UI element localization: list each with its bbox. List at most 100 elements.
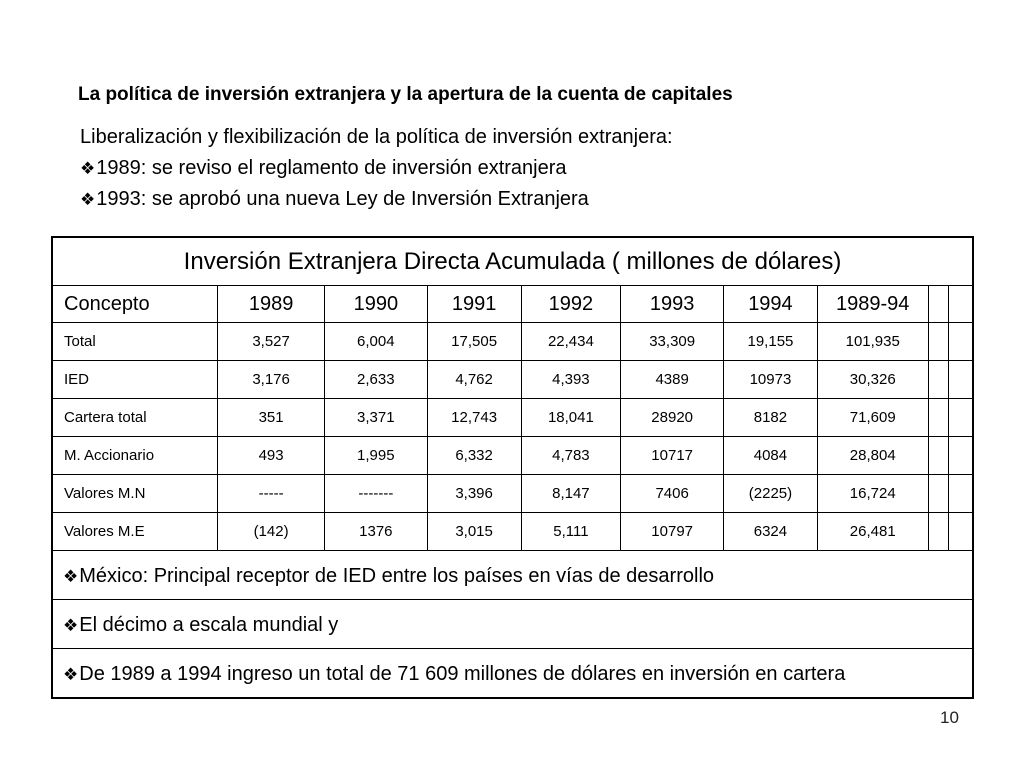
table-cell: 3,371 [323, 398, 428, 437]
table-cell: ------- [323, 474, 428, 513]
empty-cell [947, 322, 974, 361]
column-header: 1989-94 [816, 285, 929, 323]
table-cell: 6,004 [323, 322, 428, 361]
table-row: Total 3,527 6,004 17,505 22,434 33,309 19,155 1… [51, 322, 974, 361]
page-number: 10 [940, 708, 959, 727]
table-cell: 4,393 [520, 360, 622, 399]
row-label: Cartera total [51, 398, 219, 437]
diamond-bullet-icon: ❖ [63, 664, 79, 684]
column-header: Concepto [51, 285, 219, 323]
table-cell: 18,041 [520, 398, 622, 437]
empty-cell [947, 512, 974, 551]
note-text: El décimo a escala mundial y [79, 613, 339, 636]
table-cell: 10797 [620, 512, 725, 551]
table-cell: 8,147 [520, 474, 622, 513]
table-cell: 10973 [723, 360, 818, 399]
table-cell: 4,783 [520, 436, 622, 475]
table-cell: 4389 [620, 360, 725, 399]
intro-bullet-text: 1989: se reviso el reglamento de inversi… [96, 156, 567, 179]
row-label: Valores M.N [51, 474, 219, 513]
table-row: Cartera total 351 3,371 12,743 18,041 28920 81… [51, 398, 974, 437]
table-cell: (142) [217, 512, 325, 551]
column-header: 1993 [620, 285, 725, 323]
table-row: Valores M.N ----- ------- 3,396 8,147 7406 (22… [51, 474, 974, 513]
table-cell: 6324 [723, 512, 818, 551]
row-label: Valores M.E [51, 512, 219, 551]
row-label: IED [51, 360, 219, 399]
empty-cell [927, 436, 949, 475]
empty-cell [927, 474, 949, 513]
slide-title: La política de inversión extranjera y la… [78, 84, 733, 105]
diamond-bullet-icon: ❖ [63, 566, 79, 586]
table-cell: 28,804 [816, 436, 929, 475]
empty-cell [947, 436, 974, 475]
empty-cell [927, 285, 949, 323]
table-cell: 17,505 [426, 322, 522, 361]
diamond-bullet-icon: ❖ [63, 615, 79, 635]
table-row: M. Accionario 493 1,995 6,332 4,783 10717 4084… [51, 436, 974, 475]
empty-cell [947, 474, 974, 513]
table-cell: 5,111 [520, 512, 622, 551]
table-cell: 3,396 [426, 474, 522, 513]
column-header: 1992 [520, 285, 622, 323]
column-header: 1991 [426, 285, 522, 323]
table-note: ❖De 1989 a 1994 ingreso un total de 71 6… [51, 648, 974, 699]
empty-cell [947, 360, 974, 399]
empty-cell [927, 322, 949, 361]
table-cell: 351 [217, 398, 325, 437]
column-header: 1994 [723, 285, 818, 323]
table-cell: 493 [217, 436, 325, 475]
table-cell: 28920 [620, 398, 725, 437]
intro-bullet-2: ❖1993: se aprobó una nueva Ley de Invers… [80, 184, 673, 216]
table-cell: 71,609 [816, 398, 929, 437]
table-cell: 7406 [620, 474, 725, 513]
note-text: México: Principal receptor de IED entre … [79, 564, 715, 587]
intro-lead: Liberalización y flexibilización de la p… [80, 126, 673, 148]
empty-cell [927, 360, 949, 399]
table-note: ❖México: Principal receptor de IED entre… [51, 550, 974, 600]
table-cell: ----- [217, 474, 325, 513]
row-label: Total [51, 322, 219, 361]
table-caption: Inversión Extranjera Directa Acumulada (… [51, 236, 974, 286]
empty-cell [947, 285, 974, 323]
table-note: ❖El décimo a escala mundial y [51, 599, 974, 649]
empty-cell [927, 512, 949, 551]
table-cell: 2,633 [323, 360, 428, 399]
investment-table: Inversión Extranjera Directa Acumulada (… [51, 236, 974, 699]
table-cell: 101,935 [816, 322, 929, 361]
table-cell: 19,155 [723, 322, 818, 361]
table-cell: 33,309 [620, 322, 725, 361]
table-cell: 1,995 [323, 436, 428, 475]
note-row: ❖De 1989 a 1994 ingreso un total de 71 6… [51, 648, 974, 699]
note-text: De 1989 a 1994 ingreso un total de 71 60… [79, 662, 846, 685]
table-cell: 4084 [723, 436, 818, 475]
table-cell: (2225) [723, 474, 818, 513]
table-header-row: Concepto 1989 1990 1991 1992 1993 1994 1… [51, 285, 974, 323]
empty-cell [927, 398, 949, 437]
table-cell: 4,762 [426, 360, 522, 399]
note-row: ❖El décimo a escala mundial y [51, 599, 974, 649]
diamond-bullet-icon: ❖ [80, 158, 96, 178]
table-cell: 16,724 [816, 474, 929, 513]
intro-bullet-text: 1993: se aprobó una nueva Ley de Inversi… [96, 188, 589, 210]
table-cell: 3,015 [426, 512, 522, 551]
table-cell: 10717 [620, 436, 725, 475]
row-label: M. Accionario [51, 436, 219, 475]
table-cell: 12,743 [426, 398, 522, 437]
note-row: ❖México: Principal receptor de IED entre… [51, 550, 974, 600]
column-header: 1989 [217, 285, 325, 323]
table-cell: 3,527 [217, 322, 325, 361]
diamond-bullet-icon: ❖ [80, 190, 96, 209]
table-cell: 1376 [323, 512, 428, 551]
intro-block: Liberalización y flexibilización de la p… [80, 122, 673, 216]
table-row: IED 3,176 2,633 4,762 4,393 4389 10973 30,326 [51, 360, 974, 399]
table-cell: 8182 [723, 398, 818, 437]
table-row: Valores M.E (142) 1376 3,015 5,111 10797 6324 2… [51, 512, 974, 551]
empty-cell [947, 398, 974, 437]
table-cell: 30,326 [816, 360, 929, 399]
table-cell: 22,434 [520, 322, 622, 361]
intro-bullet-1: ❖1989: se reviso el reglamento de invers… [80, 153, 673, 185]
table-cell: 26,481 [816, 512, 929, 551]
column-header: 1990 [323, 285, 428, 323]
table-cell: 3,176 [217, 360, 325, 399]
